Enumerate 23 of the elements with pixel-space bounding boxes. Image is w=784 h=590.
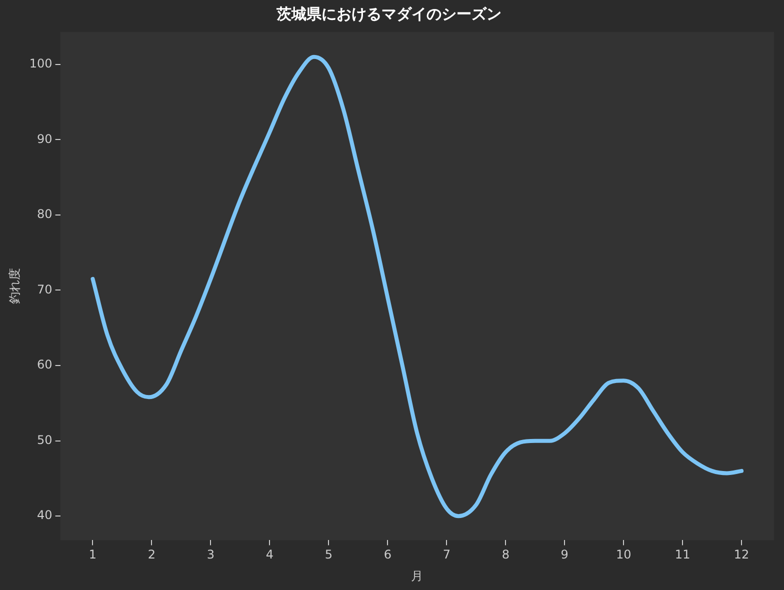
- y-tick-label: 40: [37, 508, 52, 522]
- chart-title: 茨城県におけるマダイのシーズン: [276, 4, 502, 23]
- y-tick-label: 50: [37, 432, 52, 447]
- x-tick-label: 10: [616, 548, 632, 562]
- x-tick-label: 1: [88, 548, 97, 562]
- y-tick-label: 80: [37, 207, 52, 222]
- x-axis-title: 月: [411, 568, 424, 583]
- x-tick-label: 9: [560, 548, 568, 562]
- x-tick-label: 2: [148, 548, 156, 562]
- x-tick-label: 3: [206, 548, 215, 562]
- x-tick-label: 6: [384, 548, 392, 562]
- y-axis-title: 釣れ度: [7, 268, 22, 304]
- y-tick-label: 90: [37, 132, 52, 146]
- x-tick-label: 4: [266, 548, 274, 562]
- y-tick-label: 100: [29, 56, 52, 70]
- x-tick-label: 7: [442, 548, 450, 562]
- x-tick-label: 12: [734, 548, 750, 562]
- y-tick-label: 70: [37, 282, 52, 296]
- x-tick-label: 5: [324, 548, 332, 562]
- line-series: [90, 54, 744, 518]
- x-tick-label: 11: [674, 548, 690, 562]
- y-tick-label: 60: [37, 358, 52, 372]
- x-tick-label: 8: [502, 548, 510, 562]
